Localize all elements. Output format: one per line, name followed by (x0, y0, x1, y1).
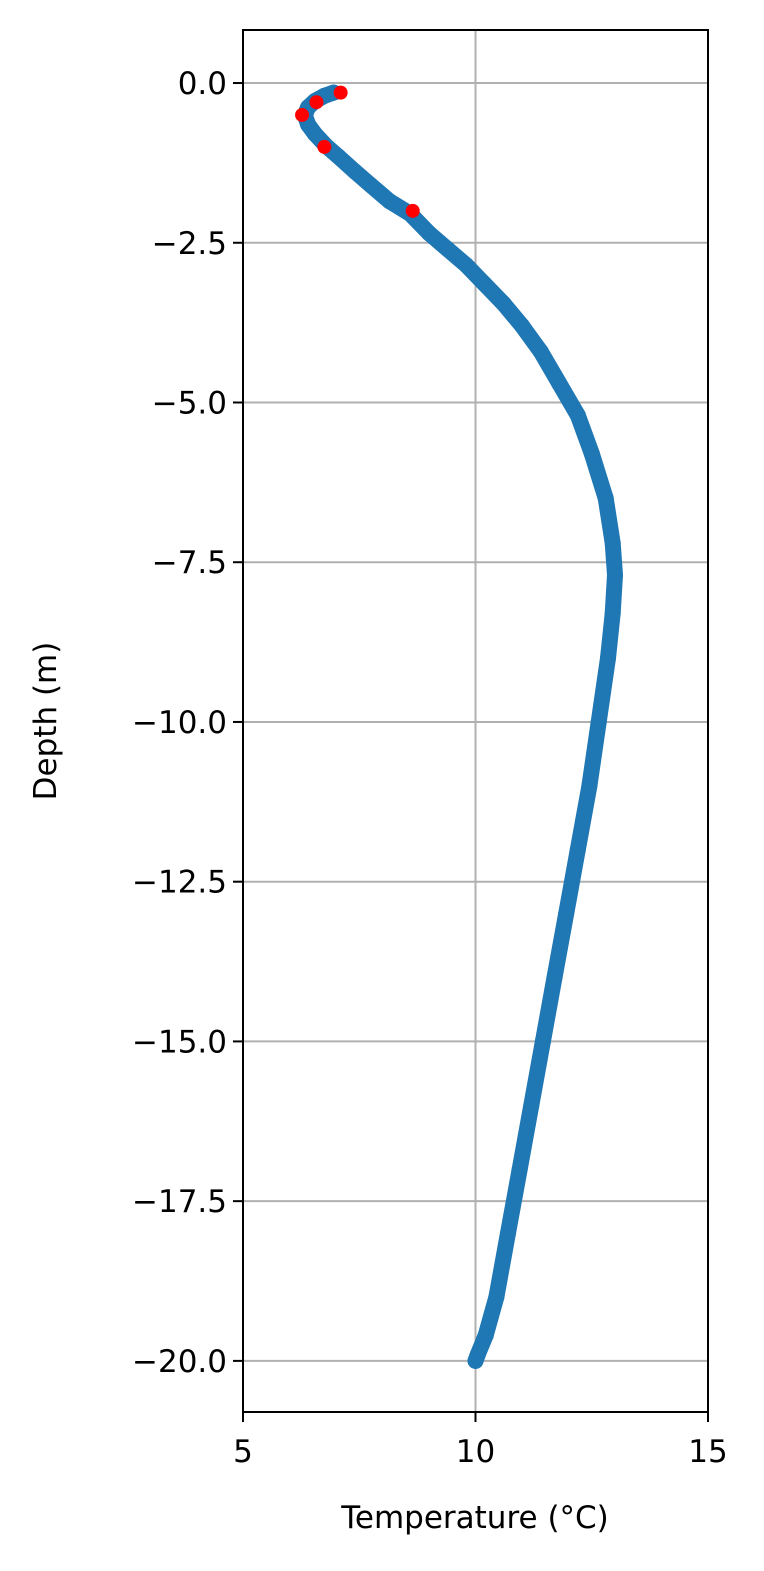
y-tick-label: −7.5 (152, 545, 227, 581)
observation-point (405, 203, 420, 218)
data-point (488, 1288, 505, 1305)
data-point (569, 841, 586, 858)
observation-point (295, 107, 310, 122)
data-point (421, 225, 437, 242)
data-point (514, 317, 530, 334)
data-point (607, 567, 623, 584)
data-point (523, 1097, 540, 1114)
data-point (346, 163, 363, 180)
data-point (307, 126, 324, 143)
data-point (590, 713, 607, 730)
data-point (551, 375, 568, 392)
data-point (381, 193, 398, 210)
data-point (600, 650, 617, 667)
series-layer (295, 84, 623, 1369)
data-point (458, 257, 475, 274)
data-point (604, 535, 621, 552)
x-tick-label: 5 (233, 1434, 253, 1470)
y-tick-label: −10.0 (132, 705, 227, 741)
data-point (362, 177, 379, 194)
data-point (330, 148, 347, 165)
observation-point (333, 85, 348, 100)
x-tick-label: 10 (456, 1434, 495, 1470)
data-point (534, 1033, 551, 1050)
y-tick-label: −5.0 (152, 385, 227, 421)
observation-point (309, 95, 324, 110)
data-point (532, 343, 549, 360)
y-tick-label: 0.0 (178, 66, 227, 102)
data-point (476, 276, 493, 293)
data-point (467, 1352, 484, 1369)
data-point (583, 445, 600, 462)
data-point (546, 969, 563, 986)
x-axis-label: Temperature (°C) (340, 1500, 609, 1536)
y-tick-label: −20.0 (132, 1344, 227, 1380)
data-point (558, 905, 575, 922)
y-tick-label: −15.0 (132, 1024, 227, 1060)
data-point (495, 295, 512, 312)
data-point (439, 241, 456, 258)
data-point (604, 605, 621, 622)
data-point (569, 407, 586, 424)
series-1 (295, 85, 420, 218)
y-tick-label: −12.5 (132, 865, 227, 901)
data-point (500, 1225, 517, 1242)
x-tick-label: 15 (688, 1434, 727, 1470)
ticks: 5 10 15 0.0 −2.5 −5.0 −7.5 −10.0 −12.5 −15.0 −17.5… (132, 66, 728, 1470)
observation-point (317, 139, 332, 154)
y-tick-label: −2.5 (152, 226, 227, 262)
y-axis-label: Depth (m) (28, 642, 64, 801)
y-tick-label: −17.5 (132, 1184, 227, 1220)
data-point (511, 1161, 528, 1178)
data-point (477, 1327, 494, 1344)
data-point (597, 490, 614, 507)
data-point (581, 777, 598, 794)
